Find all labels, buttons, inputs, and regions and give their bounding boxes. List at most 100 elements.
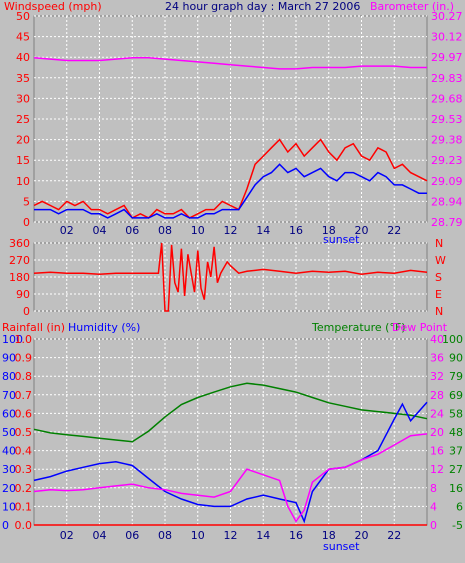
x-tick-label-bottom: 20: [355, 529, 369, 542]
rainfall-tick-label: 0.0: [15, 519, 33, 532]
temperature-tick-label: 79: [449, 370, 463, 383]
dewpoint-tick-label: 36: [430, 352, 444, 365]
dewpoint-line: [33, 433, 428, 523]
x-tick-label-bottom: 12: [224, 529, 238, 542]
x-tick-label-top: 06: [125, 224, 139, 237]
sunset-label-bottom: sunset: [323, 540, 360, 553]
dewpoint-tick-label: 16: [430, 445, 444, 458]
rainfall-tick-label: 0.7: [15, 389, 33, 402]
header-right: Barometer (in.): [370, 0, 454, 13]
rainfall-tick-label: 0.6: [15, 407, 33, 420]
temperature-tick-label: 69: [449, 389, 463, 402]
header-left: Windspeed (mph): [4, 0, 102, 13]
humidity-tick-label: 90: [2, 352, 16, 365]
x-tick-label-bottom: 18: [322, 529, 336, 542]
humidity-axis-title: Humidity (%): [68, 321, 140, 334]
temperature-tick-label: 58: [449, 407, 463, 420]
direction-tick-label: 0: [23, 305, 30, 318]
x-tick-label-top: 10: [191, 224, 205, 237]
x-tick-label-bottom: 14: [256, 529, 270, 542]
rainfall-tick-label: 1.0: [15, 333, 33, 346]
barometer-tick-label: 30.27: [431, 10, 463, 23]
barometer-tick-label: 29.83: [431, 72, 463, 85]
temperature-tick-label: 37: [449, 445, 463, 458]
sunset-label-top: sunset: [323, 233, 360, 246]
dewpoint-tick-label: 8: [430, 482, 437, 495]
wind-tick-label: 15: [16, 154, 30, 167]
wind-tick-label: 45: [16, 31, 30, 44]
humidity-tick-label: 50: [2, 426, 16, 439]
temperature-tick-label: -5: [452, 519, 463, 532]
temperature-tick-label: 48: [449, 426, 463, 439]
rainfall-tick-label: 0.3: [15, 463, 33, 476]
dewpoint-tick-label: 0: [430, 519, 437, 532]
wind-tick-label: 0: [23, 216, 30, 229]
humidity-tick-label: 30: [2, 463, 16, 476]
barometer-line: [33, 57, 427, 70]
barometer-tick-label: 29.68: [431, 92, 463, 105]
barometer-tick-label: 29.09: [431, 175, 463, 188]
humidity-tick-label: 100: [2, 333, 23, 346]
direction-tick-label: 270: [9, 254, 30, 267]
dewpoint-tick-label: 28: [430, 389, 444, 402]
dewpoint-axis-title: Dew Point: [392, 321, 448, 334]
humidity-tick-label: 0: [2, 519, 9, 532]
compass-tick-label: E: [435, 288, 442, 301]
dewpoint-tick-label: 4: [430, 500, 437, 513]
wind-tick-label: 20: [16, 134, 30, 147]
barometer-tick-label: 29.97: [431, 51, 463, 64]
dewpoint-tick-label: 20: [430, 426, 444, 439]
wind-tick-label: 40: [16, 51, 30, 64]
wind-gust-line: [33, 138, 428, 219]
wind-tick-label: 10: [16, 175, 30, 188]
x-tick-label-top: 18: [322, 224, 336, 237]
dewpoint-tick-label: 32: [430, 370, 444, 383]
direction-tick-label: 360: [9, 237, 30, 250]
temperature-tick-label: 16: [449, 482, 463, 495]
barometer-tick-label: 30.12: [431, 31, 463, 44]
temperature-tick-label: 27: [449, 463, 463, 476]
humidity-tick-label: 40: [2, 445, 16, 458]
x-tick-label-bottom: 02: [60, 529, 74, 542]
x-tick-label-bottom: 08: [158, 529, 172, 542]
dewpoint-tick-label: 24: [430, 407, 444, 420]
rainfall-axis-title: Rainfall (in): [2, 321, 65, 334]
rainfall-tick-label: 0.9: [15, 352, 33, 365]
x-tick-label-top: 16: [289, 224, 303, 237]
temperature-tick-label: 90: [449, 352, 463, 365]
x-tick-label-top: 08: [158, 224, 172, 237]
humidity-tick-label: 80: [2, 370, 16, 383]
wind-direction-line: [33, 242, 428, 312]
compass-tick-label: N: [435, 237, 443, 250]
compass-tick-label: S: [435, 271, 442, 284]
rainfall-tick-label: 0.4: [15, 445, 33, 458]
x-tick-label-top: 04: [93, 224, 107, 237]
x-tick-label-top: 14: [256, 224, 270, 237]
wind-tick-label: 50: [16, 10, 30, 23]
barometer-tick-label: 29.23: [431, 154, 463, 167]
wind-tick-label: 35: [16, 72, 30, 85]
temperature-line: [33, 382, 428, 443]
series-layer: [33, 57, 428, 526]
x-tick-label-top: 22: [387, 224, 401, 237]
x-tick-label-top: 20: [355, 224, 369, 237]
rainfall-tick-label: 0.8: [15, 370, 33, 383]
humidity-line: [33, 401, 428, 524]
compass-tick-label: N: [435, 305, 443, 318]
barometer-tick-label: 28.94: [431, 195, 463, 208]
rainfall-tick-label: 0.2: [15, 482, 33, 495]
x-tick-label-bottom: 04: [93, 529, 107, 542]
barometer-tick-label: 29.53: [431, 113, 463, 126]
humidity-tick-label: 20: [2, 482, 16, 495]
wind-tick-label: 5: [23, 195, 30, 208]
direction-tick-label: 180: [9, 271, 30, 284]
dewpoint-tick-label: 12: [430, 463, 444, 476]
x-tick-label-top: 12: [224, 224, 238, 237]
wind-tick-label: 30: [16, 92, 30, 105]
x-tick-label-bottom: 06: [125, 529, 139, 542]
wind-speed-line: [34, 163, 427, 219]
barometer-tick-label: 28.79: [431, 216, 463, 229]
